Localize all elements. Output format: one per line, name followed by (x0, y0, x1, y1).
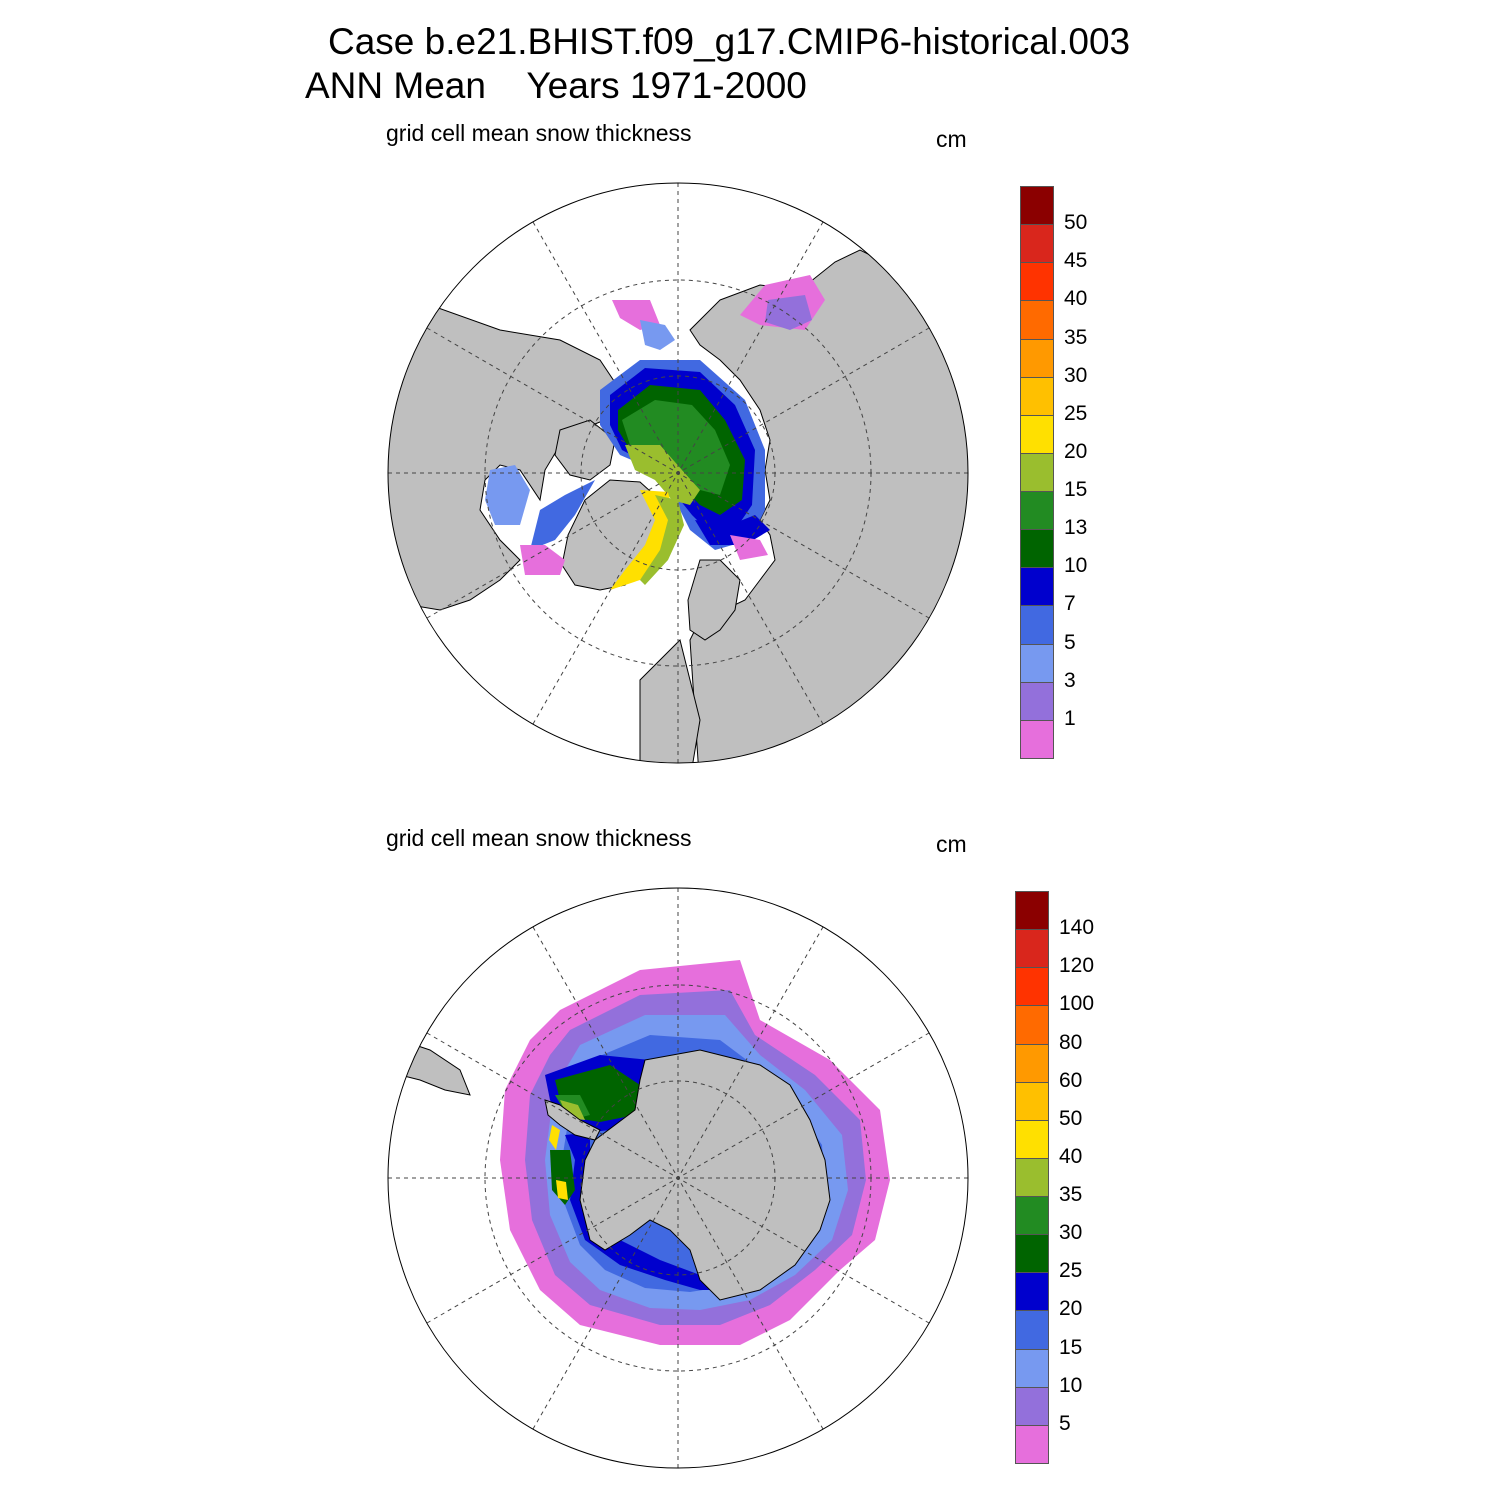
colorbar-swatch (1020, 414, 1054, 454)
colorbar-tick-label: 35 (1064, 325, 1088, 349)
south-graticule (388, 888, 968, 1468)
north-snow-barents (695, 515, 770, 545)
colorbar-swatch (1020, 262, 1054, 302)
colorbar-swatch (1015, 929, 1049, 969)
north-snow-baffin (530, 480, 595, 550)
colorbar-tick-label: 10 (1059, 1373, 1083, 1397)
colorbar-swatch (1015, 1157, 1049, 1198)
colorbar-tick-label: 25 (1064, 401, 1088, 425)
colorbar-tick-label: 30 (1059, 1221, 1083, 1245)
colorbar-tick-label: 13 (1064, 516, 1088, 540)
colorbar-swatch (1020, 719, 1054, 759)
colorbar-swatch (1015, 1424, 1049, 1464)
colorbar-tick-label: 20 (1064, 439, 1088, 463)
colorbar-tick-label: 60 (1059, 1068, 1083, 1092)
north-snow-barents-edge (730, 535, 768, 560)
colorbar-swatch (1015, 1081, 1049, 1121)
colorbar-swatch (1015, 967, 1049, 1007)
colorbar-tick-label: 15 (1064, 478, 1088, 502)
south-units-label: cm (936, 831, 967, 857)
colorbar-tick-label: 100 (1059, 992, 1095, 1016)
south-snow-bellingshausen (550, 1150, 575, 1205)
north-snow-3 (640, 320, 675, 350)
colorbar-tick-label: 20 (1059, 1297, 1083, 1321)
figure-title-line2: ANN Mean Years 1971-2000 (305, 65, 807, 106)
colorbar-tick-label: 45 (1064, 249, 1088, 273)
north-snow-3b (765, 295, 812, 330)
colorbar-tick-label: 120 (1059, 954, 1095, 978)
colorbar-swatch (1015, 1043, 1049, 1083)
colorbar-tick-label: 50 (1059, 1106, 1083, 1130)
colorbar-swatch (1015, 1196, 1049, 1236)
north-variable-label: grid cell mean snow thickness (386, 120, 692, 146)
colorbar-swatch (1015, 1272, 1049, 1312)
south-snow-bellingshausen-hi (556, 1180, 568, 1200)
colorbar-tick-label: 1 (1064, 706, 1076, 730)
north-land-scandinavia (687, 559, 741, 641)
north-land-north-america (388, 304, 621, 611)
colorbar-swatch (1015, 1310, 1049, 1350)
north-snow-labrador-edge (520, 545, 565, 575)
south-snow-peninsula-50 (549, 1125, 560, 1150)
colorbar-swatch (1015, 1005, 1049, 1045)
north-snow-15b (640, 495, 684, 585)
colorbar-swatch (1020, 567, 1054, 607)
colorbar-tick-label: 80 (1059, 1030, 1083, 1054)
colorbar-tick-label: 140 (1059, 916, 1095, 940)
south-polar-map (388, 888, 968, 1468)
colorbar-tick-label: 30 (1064, 363, 1088, 387)
colorbar-swatch (1020, 605, 1054, 645)
colorbar-swatch (1020, 338, 1054, 378)
colorbar-tick-label: 25 (1059, 1259, 1083, 1283)
north-polar-map (388, 183, 968, 763)
colorbar-tick-label: 35 (1059, 1183, 1083, 1207)
north-units-label: cm (936, 126, 967, 152)
north-snow-20 (610, 490, 675, 590)
colorbar-swatch (1020, 224, 1054, 264)
colorbar-swatch (1020, 376, 1054, 416)
colorbar-swatch (1015, 1348, 1049, 1388)
south-colorbar: 140 120 100 80 60 50 40 35 30 25 20 15 10 5 (1015, 891, 1135, 1464)
colorbar-swatch (1020, 452, 1054, 493)
colorbar-swatch (1020, 529, 1054, 569)
colorbar-swatch (1020, 681, 1054, 721)
colorbar-tick-label: 40 (1059, 1144, 1083, 1168)
colorbar-tick-label: 50 (1064, 211, 1088, 235)
north-colorbar: 50 45 40 35 30 25 20 15 13 10 7 5 3 1 (1020, 186, 1140, 759)
colorbar-swatch (1020, 300, 1054, 340)
colorbar-tick-label: 3 (1064, 668, 1076, 692)
colorbar-swatch (1015, 1234, 1049, 1274)
colorbar-swatch (1020, 186, 1054, 226)
colorbar-tick-label: 40 (1064, 287, 1088, 311)
colorbar-tick-label: 15 (1059, 1335, 1083, 1359)
colorbar-tick-label: 10 (1064, 554, 1088, 578)
north-snow-15 (625, 445, 700, 505)
colorbar-tick-label: 5 (1064, 630, 1076, 654)
figure-title-line1: Case b.e21.BHIST.f09_g17.CMIP6-historica… (328, 21, 1131, 62)
north-snow-hudson (485, 465, 530, 525)
north-map-border (387, 182, 969, 764)
colorbar-swatch (1020, 491, 1054, 531)
colorbar-swatch (1015, 1119, 1049, 1159)
south-land-peninsula (544, 1099, 601, 1141)
north-land-europe (639, 639, 701, 763)
colorbar-tick-label: 7 (1064, 592, 1076, 616)
colorbar-swatch (1015, 1386, 1049, 1426)
north-graticule (388, 183, 968, 763)
south-snow-peninsula-40 (560, 1100, 585, 1120)
colorbar-swatch (1020, 643, 1054, 683)
south-map-border (387, 887, 969, 1469)
colorbar-tick-label: 5 (1059, 1411, 1071, 1435)
colorbar-swatch (1015, 891, 1049, 931)
south-variable-label: grid cell mean snow thickness (386, 825, 692, 851)
